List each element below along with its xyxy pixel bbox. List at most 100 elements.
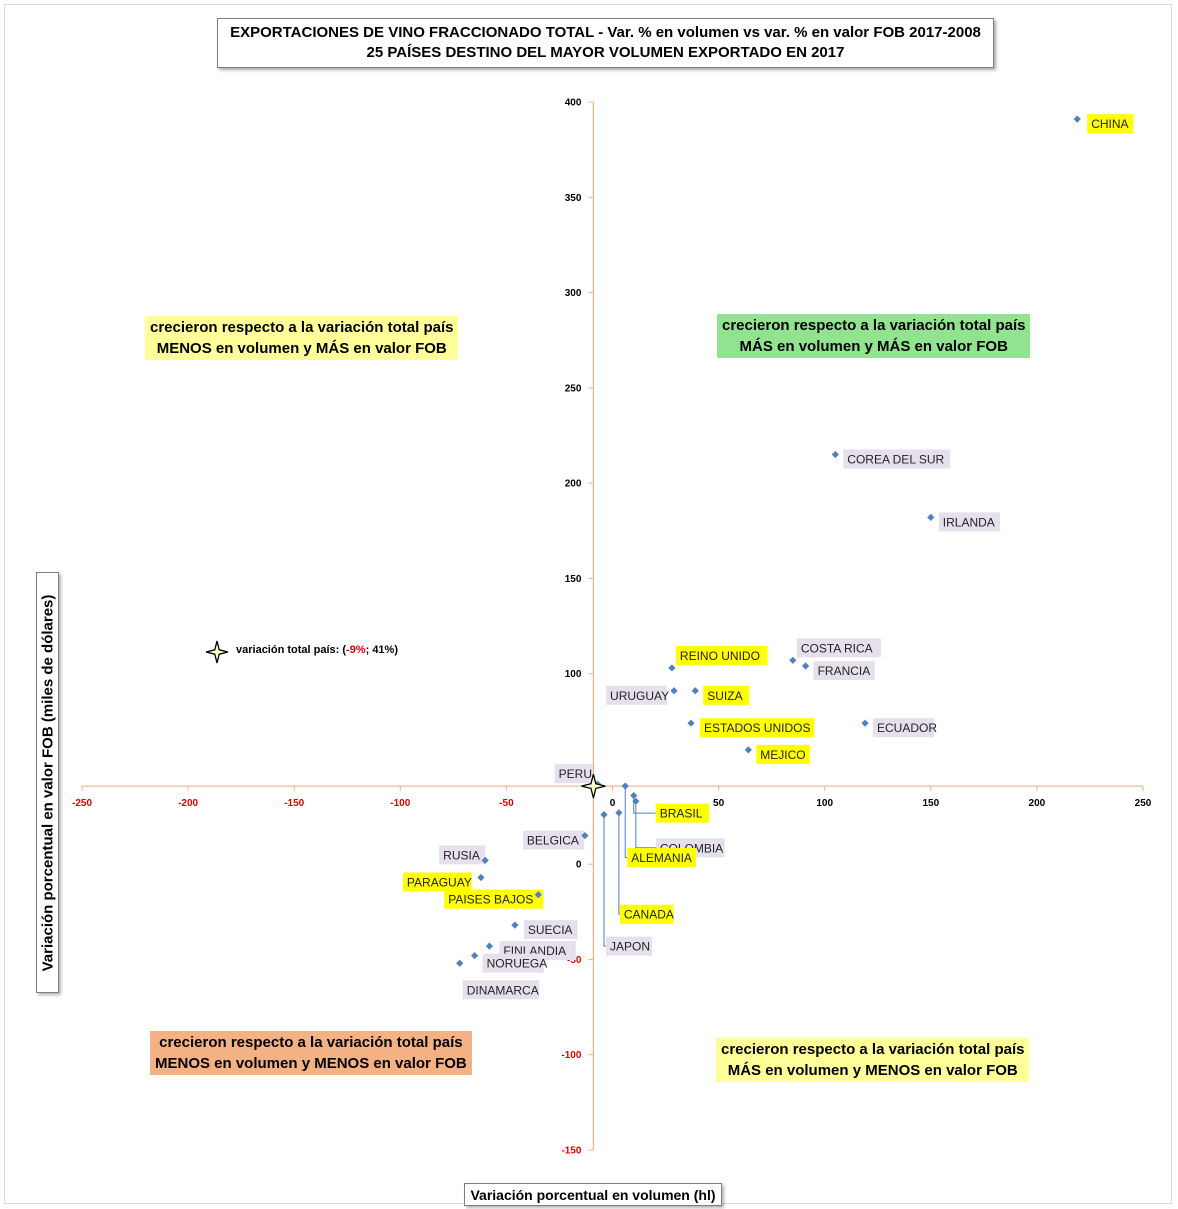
data-label: PERU [559, 767, 592, 781]
y-tick-label: 200 [565, 479, 582, 490]
data-label-box [873, 718, 935, 738]
data-point [831, 450, 839, 459]
data-label: DINAMARCA [467, 983, 539, 997]
data-point [511, 921, 519, 929]
data-label: SUECIA [528, 923, 573, 937]
data-point [600, 811, 608, 819]
x-tick-label: -200 [178, 798, 198, 809]
data-point [789, 656, 797, 664]
data-label-box [619, 904, 674, 924]
y-tick-label: -50 [567, 955, 582, 966]
data-point [691, 687, 699, 695]
data-label: ESTADOS UNIDOS [704, 721, 810, 735]
leader-line [635, 801, 656, 849]
data-label: COREA DEL SUR [847, 453, 944, 467]
data-label: FRANCIA [818, 664, 871, 678]
data-point [456, 959, 464, 967]
data-label: BRASIL [660, 807, 703, 821]
data-label: RUSIA [443, 848, 480, 862]
quadrant-bottom-left-note: crecieron respecto a la variación total … [150, 1031, 472, 1075]
data-point [615, 809, 623, 817]
x-tick-label: -150 [284, 798, 304, 809]
data-label-box [522, 830, 585, 850]
data-point [861, 719, 869, 727]
data-label-box [439, 845, 486, 865]
x-tick-label: -100 [390, 798, 410, 809]
quadrant-top-right-line2: MÁS en volumen y MÁS en valor FOB [739, 338, 1008, 355]
data-point [632, 797, 640, 805]
data-label-box [1087, 114, 1134, 134]
data-label: ECUADOR [877, 721, 937, 735]
leader-line [603, 814, 607, 947]
data-label-box [402, 872, 472, 892]
total-variation-note: variación total país: (-9%; 41%) [236, 644, 398, 656]
quadrant-top-right-note: crecieron respecto a la variación total … [717, 314, 1031, 358]
data-label: BELGICA [527, 834, 579, 848]
data-label-box [796, 638, 881, 658]
quadrant-bottom-left-line1: crecieron respecto a la variación total … [159, 1034, 463, 1051]
data-label: NORUEGA [487, 957, 548, 971]
data-label: CANADA [624, 908, 674, 922]
data-label-box [482, 953, 544, 973]
quadrant-top-left-line1: crecieron respecto a la variación total … [150, 319, 454, 336]
data-point [670, 687, 678, 695]
chart-title-line2: 25 PAÍSES DESTINO DEL MAYOR VOLUMEN EXPO… [366, 44, 845, 61]
data-label-box [813, 661, 875, 681]
data-label-box [606, 936, 653, 956]
y-tick-label: 100 [565, 669, 582, 680]
quadrant-bottom-right-line2: MÁS en volumen y MENOS en valor FOB [727, 1062, 1018, 1079]
x-tick-label: 250 [1135, 798, 1152, 809]
leader-line [633, 795, 656, 814]
data-label: REINO UNIDO [680, 649, 760, 663]
data-point [687, 719, 695, 727]
quadrant-bottom-right-line1: crecieron respecto a la variación total … [721, 1041, 1025, 1058]
data-label-box [606, 685, 668, 705]
quadrant-top-left-line2: MENOS en volumen y MÁS en valor FOB [156, 340, 447, 357]
data-label-box [938, 512, 1000, 532]
x-tick-label: 50 [713, 798, 725, 809]
y-tick-label: 400 [565, 98, 582, 109]
x-tick-label: 0 [610, 798, 616, 809]
data-point [581, 832, 589, 840]
chart-title: EXPORTACIONES DE VINO FRACCIONADO TOTAL … [217, 18, 994, 68]
y-tick-label: 150 [565, 574, 582, 585]
x-axis-label: Variación porcentual en volumen (hl) [470, 1186, 716, 1203]
y-tick-label: 250 [565, 383, 582, 394]
data-label: PAISES BAJOS [448, 893, 533, 907]
data-point [621, 782, 629, 790]
data-label-box [444, 889, 544, 909]
data-point [534, 891, 542, 899]
x-tick-label: -50 [499, 798, 514, 809]
data-point [744, 746, 752, 754]
y-tick-label: -100 [561, 1050, 581, 1061]
data-label: SUIZA [707, 689, 742, 703]
y-tick-label: 350 [565, 193, 582, 204]
x-axis-label-box: Variación porcentual en volumen (hl) [464, 1183, 722, 1206]
data-point [485, 942, 494, 950]
data-point [470, 952, 479, 960]
data-label: JAPON [610, 940, 650, 954]
data-label-box [462, 980, 540, 1000]
data-label-box [675, 645, 768, 665]
data-label: URUGUAY [610, 689, 669, 703]
total-note-x-value: -9% [346, 644, 366, 656]
y-axis-label: Variación porcentual en valor FOB (miles… [39, 594, 56, 971]
chart-title-line1: EXPORTACIONES DE VINO FRACCIONADO TOTAL … [230, 24, 981, 41]
leader-line [624, 786, 628, 859]
data-point [477, 873, 485, 882]
data-label: ALEMANIA [631, 851, 692, 865]
y-axis-label-box: Variación porcentual en valor FOB (miles… [36, 572, 59, 993]
leader-line [618, 812, 620, 915]
quadrant-bottom-left-line2: MENOS en volumen y MENOS en valor FOB [155, 1055, 467, 1072]
x-tick-label: 200 [1029, 798, 1046, 809]
data-label: CHINA [1091, 117, 1128, 131]
data-label: COSTA RICA [801, 641, 873, 655]
y-tick-label: 300 [565, 288, 582, 299]
y-tick-label: -150 [561, 1146, 581, 1157]
data-point [1073, 115, 1081, 123]
quadrant-top-left-note: crecieron respecto a la variación total … [145, 316, 459, 360]
data-label: MEJICO [760, 748, 805, 762]
data-label-box [554, 764, 594, 784]
data-point [802, 662, 810, 670]
data-label-box [700, 718, 815, 738]
